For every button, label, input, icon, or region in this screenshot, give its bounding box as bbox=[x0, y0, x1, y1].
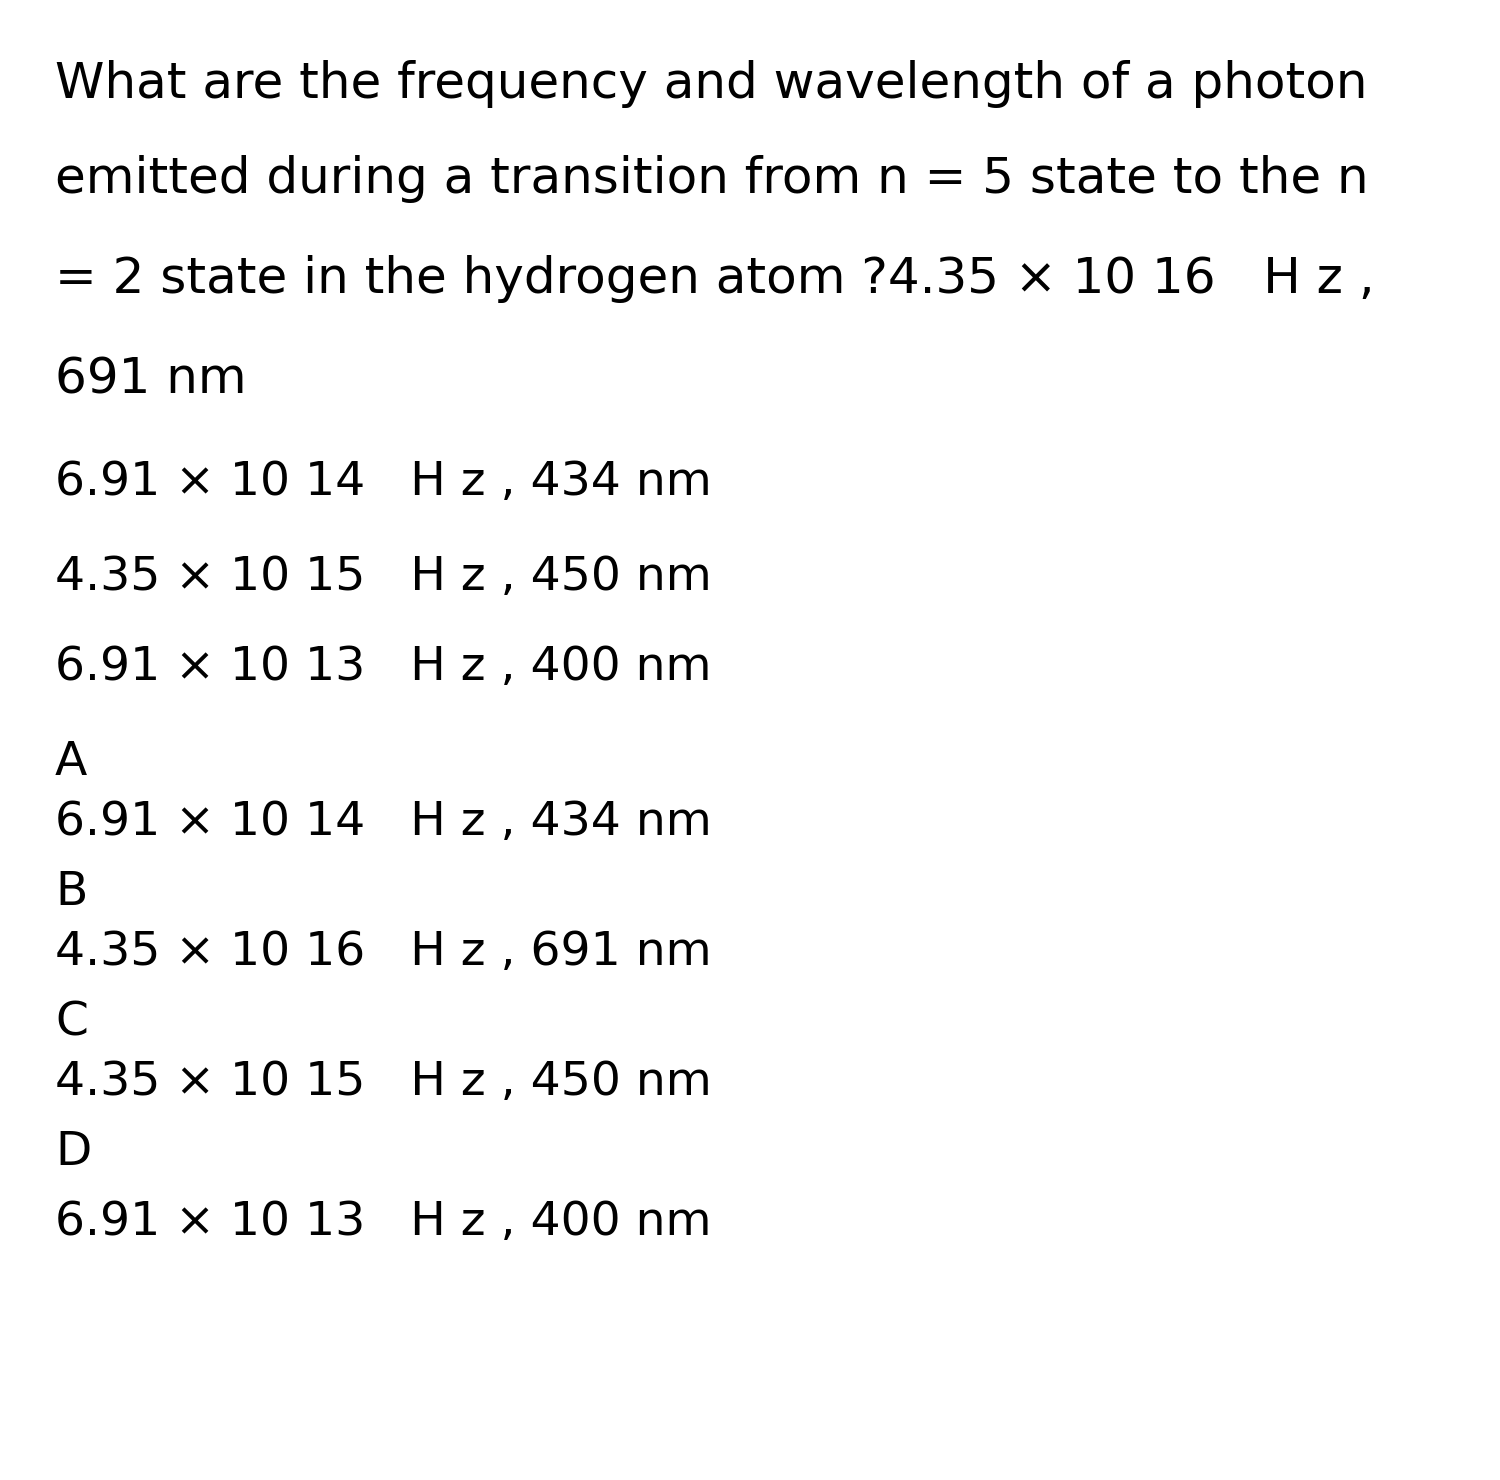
Text: 6.91 × 10 13   H z , 400 nm: 6.91 × 10 13 H z , 400 nm bbox=[56, 1200, 711, 1245]
Text: 4.35 × 10 15   H z , 450 nm: 4.35 × 10 15 H z , 450 nm bbox=[56, 1060, 711, 1106]
Text: B: B bbox=[56, 870, 87, 915]
Text: = 2 state in the hydrogen atom ?4.35 × 10 16   H z ,: = 2 state in the hydrogen atom ?4.35 × 1… bbox=[56, 255, 1374, 303]
Text: C: C bbox=[56, 1000, 88, 1045]
Text: emitted during a transition from n = 5 state to the n: emitted during a transition from n = 5 s… bbox=[56, 155, 1368, 203]
Text: 6.91 × 10 14   H z , 434 nm: 6.91 × 10 14 H z , 434 nm bbox=[56, 460, 711, 505]
Text: 691 nm: 691 nm bbox=[56, 355, 246, 403]
Text: 6.91 × 10 13   H z , 400 nm: 6.91 × 10 13 H z , 400 nm bbox=[56, 645, 711, 690]
Text: What are the frequency and wavelength of a photon: What are the frequency and wavelength of… bbox=[56, 61, 1368, 108]
Text: 4.35 × 10 15   H z , 450 nm: 4.35 × 10 15 H z , 450 nm bbox=[56, 555, 711, 599]
Text: D: D bbox=[56, 1131, 92, 1175]
Text: A: A bbox=[56, 740, 87, 784]
Text: 4.35 × 10 16   H z , 691 nm: 4.35 × 10 16 H z , 691 nm bbox=[56, 929, 711, 975]
Text: 6.91 × 10 14   H z , 434 nm: 6.91 × 10 14 H z , 434 nm bbox=[56, 801, 711, 845]
